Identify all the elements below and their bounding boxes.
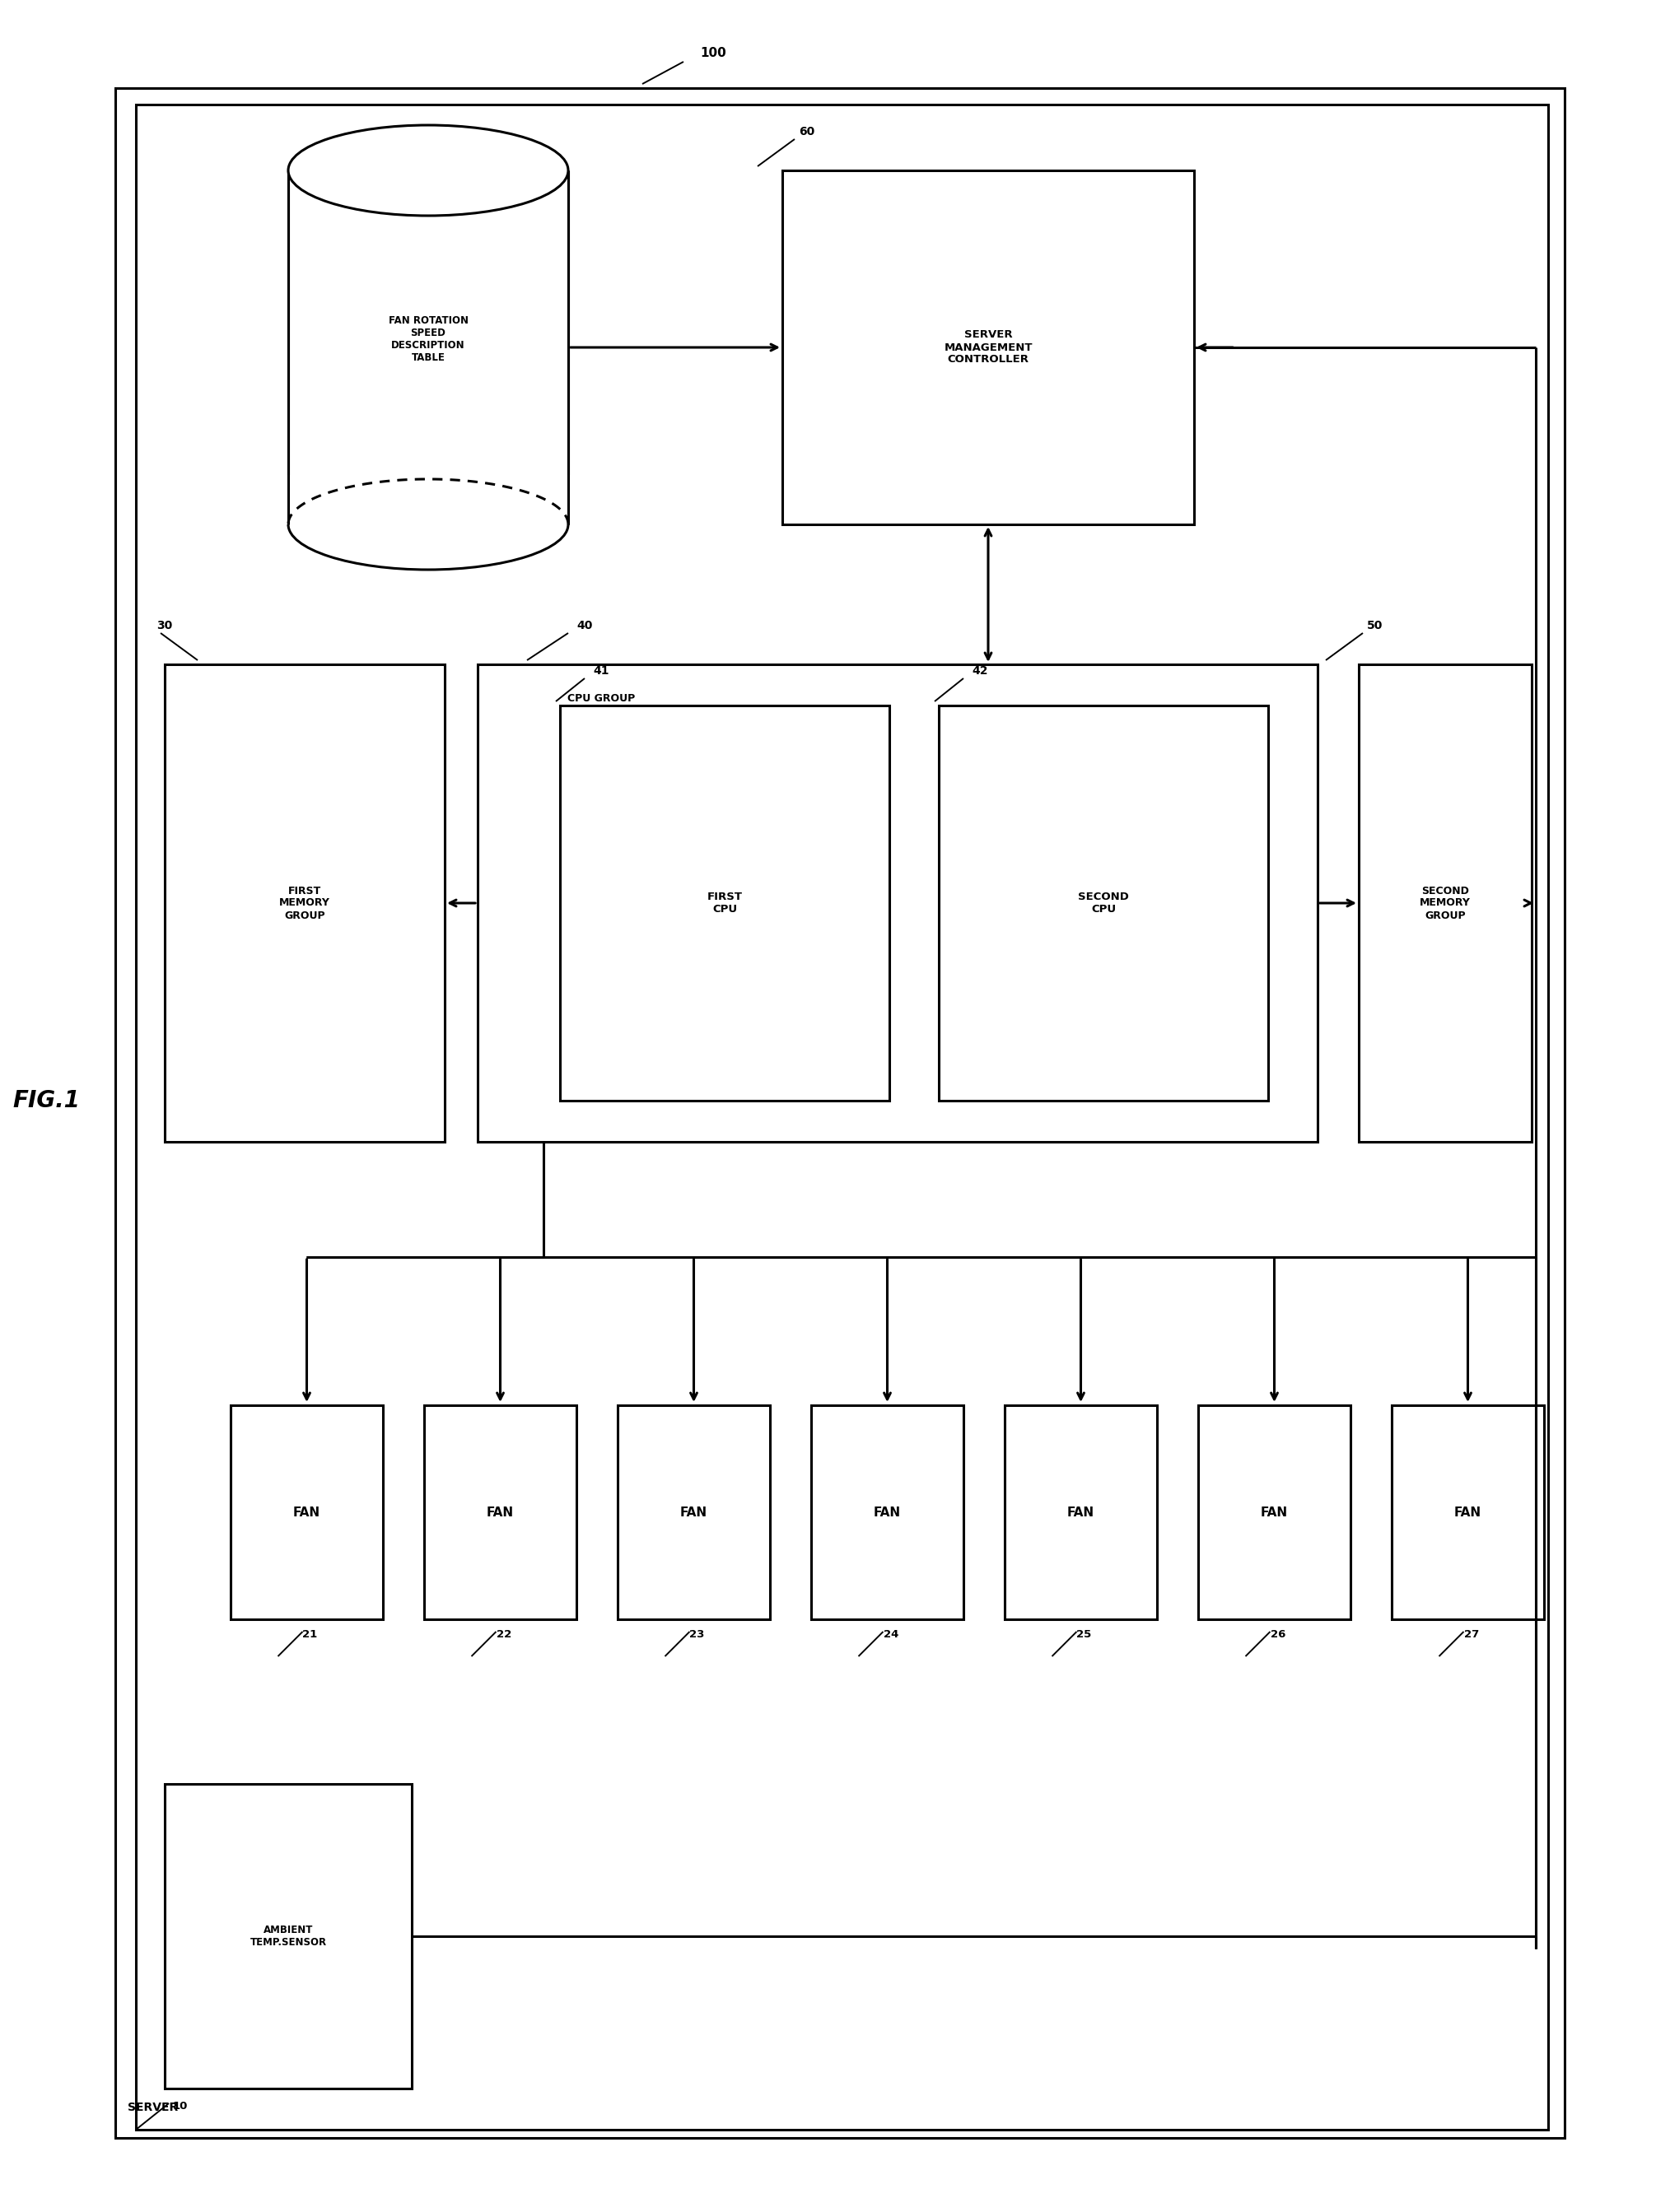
Text: FAN: FAN [1454, 1506, 1482, 1517]
Text: 10: 10 [172, 2101, 189, 2112]
Text: FIRST
MEMORY
GROUP: FIRST MEMORY GROUP [280, 885, 330, 920]
Bar [285, 476, 573, 524]
Text: FAN: FAN [874, 1506, 901, 1517]
Bar [116, 88, 1565, 2139]
Text: 40: 40 [576, 619, 593, 630]
Text: 22: 22 [497, 1630, 512, 1639]
Bar [618, 1405, 770, 1619]
Text: FAN: FAN [681, 1506, 707, 1517]
Text: FAN: FAN [1260, 1506, 1288, 1517]
Text: 70: 70 [440, 126, 457, 137]
Text: SECOND
MEMORY
GROUP: SECOND MEMORY GROUP [1419, 885, 1471, 920]
Bar [424, 1405, 576, 1619]
Bar [230, 1405, 383, 1619]
Bar [288, 170, 568, 524]
Bar [1199, 1405, 1351, 1619]
Text: AMBIENT
TEMP.SENSOR: AMBIENT TEMP.SENSOR [250, 1924, 326, 1949]
Text: FAN: FAN [293, 1506, 320, 1517]
Text: 30: 30 [156, 619, 172, 630]
Text: 50: 50 [1366, 619, 1383, 630]
Text: FIRST
CPU: FIRST CPU [707, 891, 742, 914]
Text: FAN: FAN [487, 1506, 513, 1517]
Bar [560, 706, 889, 1102]
Text: 25: 25 [1076, 1630, 1091, 1639]
Text: 23: 23 [689, 1630, 705, 1639]
Bar [136, 104, 1548, 2130]
Text: 24: 24 [883, 1630, 898, 1639]
Text: SERVER
MANAGEMENT
CONTROLLER: SERVER MANAGEMENT CONTROLLER [944, 330, 1032, 365]
Bar [477, 664, 1318, 1141]
Text: 26: 26 [1270, 1630, 1285, 1639]
Text: 27: 27 [1464, 1630, 1479, 1639]
Text: 41: 41 [593, 666, 609, 677]
Text: 60: 60 [798, 126, 815, 137]
Text: FAN: FAN [1066, 1506, 1095, 1517]
Text: CPU GROUP: CPU GROUP [568, 692, 634, 703]
Ellipse shape [288, 480, 568, 571]
Text: SECOND
CPU: SECOND CPU [1078, 891, 1129, 914]
Text: SERVER: SERVER [128, 2101, 179, 2112]
Text: 42: 42 [972, 666, 987, 677]
Bar [811, 1405, 964, 1619]
Ellipse shape [288, 126, 568, 217]
Bar [1391, 1405, 1543, 1619]
Bar [1005, 1405, 1158, 1619]
Text: FIG.1: FIG.1 [12, 1088, 79, 1113]
Bar [164, 1783, 412, 2088]
Bar [782, 170, 1194, 524]
Text: 100: 100 [700, 46, 725, 60]
Bar [1358, 664, 1532, 1141]
Bar [164, 664, 445, 1141]
Text: FAN ROTATION
SPEED
DESCRIPTION
TABLE: FAN ROTATION SPEED DESCRIPTION TABLE [388, 316, 469, 363]
Text: 21: 21 [303, 1630, 318, 1639]
Bar [939, 706, 1268, 1102]
